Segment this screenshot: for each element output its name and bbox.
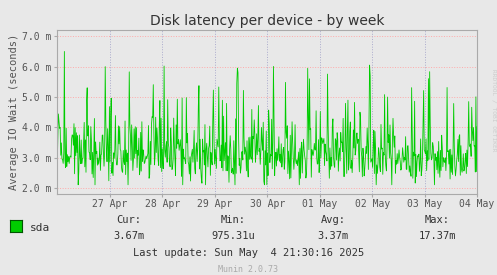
Text: 975.31u: 975.31u	[212, 231, 255, 241]
Text: 3.37m: 3.37m	[318, 231, 348, 241]
Text: sda: sda	[30, 223, 50, 233]
Text: Max:: Max:	[425, 215, 450, 225]
Text: Min:: Min:	[221, 215, 246, 225]
Y-axis label: Average IO Wait (seconds): Average IO Wait (seconds)	[9, 34, 19, 190]
Text: 17.37m: 17.37m	[418, 231, 456, 241]
Text: Last update: Sun May  4 21:30:16 2025: Last update: Sun May 4 21:30:16 2025	[133, 248, 364, 258]
Text: RRDTOOL / TOBI OETIKER: RRDTOOL / TOBI OETIKER	[491, 69, 496, 151]
Text: 3.67m: 3.67m	[114, 231, 145, 241]
Text: Munin 2.0.73: Munin 2.0.73	[219, 265, 278, 274]
Text: Cur:: Cur:	[117, 215, 142, 225]
Text: Avg:: Avg:	[321, 215, 345, 225]
Title: Disk latency per device - by week: Disk latency per device - by week	[150, 14, 384, 28]
